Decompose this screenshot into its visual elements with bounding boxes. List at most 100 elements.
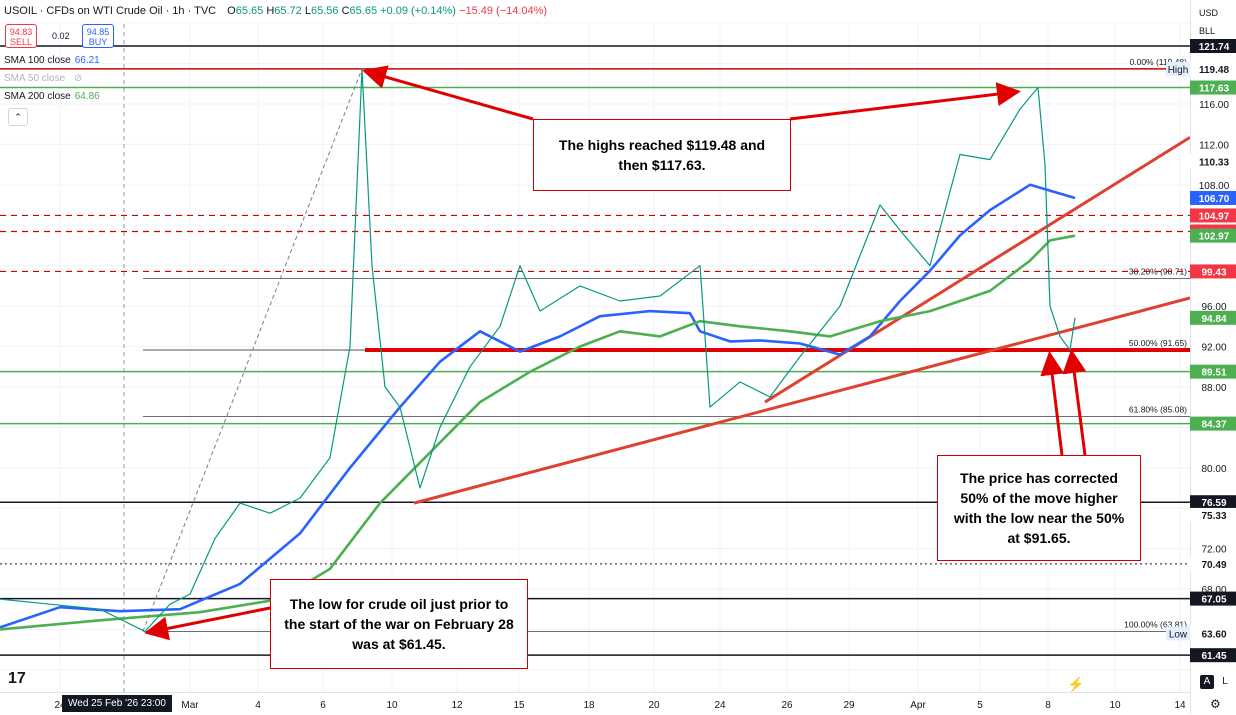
- annotation-arrow: [1040, 351, 1065, 456]
- y-tick-label: 72.00: [1201, 545, 1226, 556]
- x-tick-label: 6: [320, 700, 326, 711]
- sell-label: SELL: [9, 37, 33, 47]
- price-label-bg: [1190, 495, 1236, 510]
- x-tick-label: 26: [781, 700, 793, 711]
- price-label: 102.97: [1199, 232, 1230, 243]
- x-tick-label: Apr: [910, 700, 926, 711]
- x-tick-label: 10: [1109, 700, 1121, 711]
- x-tick-label: 20: [648, 700, 660, 711]
- price-label-bg: [1190, 556, 1236, 571]
- trendline: [764, 136, 1190, 404]
- x-tick-label: 4: [255, 700, 261, 711]
- price-chart[interactable]: 0.00% (119.48)38.20% (98.71)50.00% (91.6…: [0, 0, 1190, 692]
- crosshair-date-label: Wed 25 Feb '26 23:00: [62, 695, 172, 712]
- legend-sma200[interactable]: SMA 200 close 64.86: [4, 91, 100, 102]
- price-prefix-bg: [1166, 61, 1190, 76]
- x-tick-label: 12: [451, 700, 463, 711]
- y-tick-label: 108.00: [1199, 181, 1230, 192]
- price-label-bg: [1190, 507, 1236, 522]
- price-label: 99.43: [1201, 267, 1226, 278]
- x-tick-label: 5: [977, 700, 983, 711]
- buy-label: BUY: [88, 37, 108, 47]
- collapse-legend-icon[interactable]: ⌃: [8, 108, 28, 126]
- annotation-arrow: [144, 603, 286, 641]
- sma50-label: SMA 50 close: [4, 73, 66, 84]
- y-tick-label: 96.00: [1201, 302, 1226, 313]
- x-tick-label: 14: [1174, 700, 1186, 711]
- buy-price: 94.85: [86, 27, 110, 37]
- low-label: L: [304, 5, 311, 17]
- sell-button[interactable]: 94.83 SELL: [5, 24, 37, 48]
- trendline: [413, 296, 1190, 505]
- price-prefix-bg: [1166, 626, 1190, 641]
- price-label: 106.70: [1199, 194, 1230, 205]
- open-value: 65.65: [235, 5, 264, 17]
- buy-button[interactable]: 94.85 BUY: [82, 24, 114, 48]
- price-label-bg: [1190, 80, 1236, 95]
- price-label-bg: [1190, 264, 1236, 279]
- time-axis[interactable]: 24 Mar 4 6 10 12 15 18 20 24 26 29 Apr 5 8 10 14 Wed 25 F…: [0, 692, 1190, 715]
- price-label: 61.45: [1201, 651, 1226, 662]
- settings-icon[interactable]: ⚙: [1210, 697, 1221, 711]
- price-label-bg: [1190, 190, 1236, 205]
- annotation-low: The low for crude oil just prior to the …: [270, 579, 528, 669]
- price-label-bg: [1190, 626, 1236, 641]
- annotation-arrow: [789, 82, 1021, 121]
- price-label-bg: [1190, 416, 1236, 431]
- lightning-icon[interactable]: ⚡: [1067, 676, 1085, 692]
- x-tick-label: 29: [843, 700, 855, 711]
- high-value: 65.72: [274, 5, 302, 17]
- price-label: 89.51: [1201, 368, 1226, 379]
- y-tick-label: 92.00: [1201, 343, 1226, 354]
- close-value: 65.65: [349, 5, 378, 17]
- price-label-bg: [1190, 39, 1236, 54]
- price-label-bg: [1190, 61, 1236, 76]
- change-value: +0.09 (+0.14%): [380, 5, 456, 17]
- low-value: 65.56: [310, 5, 339, 17]
- price-label-bg: [1190, 364, 1236, 379]
- sma200-value: 64.86: [74, 91, 100, 102]
- annotation-arrow: [362, 65, 534, 121]
- sma200-label: SMA 200 close: [4, 91, 71, 102]
- price-label: 76.59: [1201, 498, 1226, 509]
- annotation-arrow: [1062, 349, 1087, 456]
- price-label: 121.74: [1199, 42, 1230, 53]
- price-label-bg: [1190, 648, 1236, 663]
- price-prefix-label: Low: [1169, 629, 1188, 640]
- legend-sma100[interactable]: SMA 100 close 66.21: [4, 55, 100, 66]
- y-tick-label: 112.00: [1199, 140, 1229, 151]
- x-tick-label: 15: [513, 700, 525, 711]
- price-label: 67.05: [1201, 595, 1226, 606]
- sell-buy-toggle[interactable]: BLL: [1199, 26, 1216, 36]
- sma100-value: 66.21: [74, 55, 100, 66]
- price-label-bg: [1190, 591, 1236, 606]
- close-label: C: [341, 5, 350, 17]
- high-label: H: [266, 5, 275, 17]
- auto-scale-button[interactable]: A: [1200, 675, 1214, 689]
- y-tick-label: 68.00: [1201, 585, 1226, 596]
- price-label: 63.60: [1201, 629, 1226, 640]
- x-tick-label: 24: [714, 700, 726, 711]
- currency-label[interactable]: USD: [1199, 8, 1219, 18]
- fib-level-label: 100.00% (63.81): [1124, 619, 1187, 629]
- series-sma-100-close: [0, 183, 1076, 629]
- symbol-header: USOIL · CFDs on WTI Crude Oil · 1h · TVC…: [0, 0, 1190, 24]
- open-label: O: [227, 5, 236, 17]
- change-total-value: −15.49 (−14.04%): [459, 5, 548, 17]
- spread-value: 0.02: [52, 31, 70, 41]
- price-scale-labels: 116.00 112.00 108.00 96.00 92.00 88.00 80.00 72…: [1190, 39, 1236, 663]
- eye-hidden-icon[interactable]: ⊘: [73, 73, 83, 84]
- log-scale-button[interactable]: L: [1222, 676, 1228, 687]
- fib-level-label: 50.00% (91.65): [1129, 338, 1187, 348]
- trendline: [142, 68, 363, 632]
- y-tick-label: 116.00: [1199, 100, 1229, 111]
- symbol-name[interactable]: USOIL · CFDs on WTI Crude Oil · 1h · TVC: [4, 5, 217, 17]
- legend-sma50[interactable]: SMA 50 close ⊘: [4, 73, 82, 84]
- x-tick-label: 18: [583, 700, 595, 711]
- tradingview-logo[interactable]: 17: [8, 670, 26, 687]
- price-label: 110.33: [1199, 157, 1229, 168]
- fib-level-label: 0.00% (119.48): [1130, 57, 1188, 67]
- price-label: 70.49: [1201, 560, 1226, 571]
- fib-level-label: 61.80% (85.08): [1129, 404, 1187, 414]
- x-tick-label: Mar: [181, 700, 199, 711]
